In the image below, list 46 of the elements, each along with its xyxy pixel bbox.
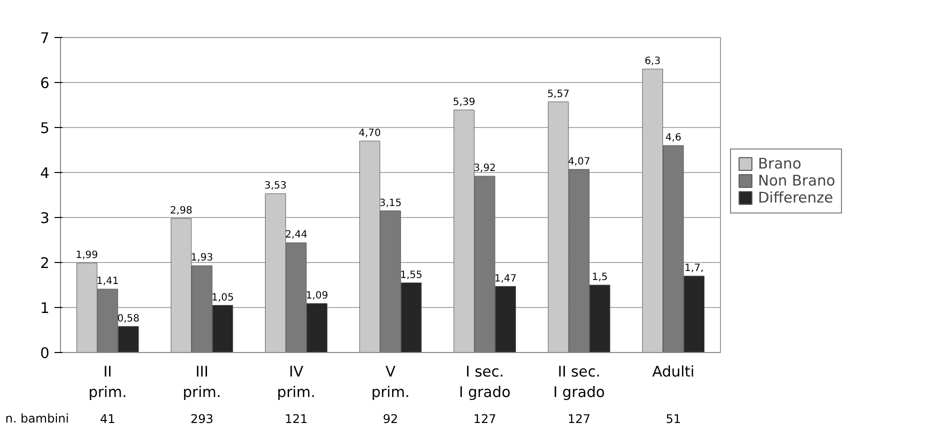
legend-label: Non Brano [758,172,836,190]
data-label: 1,93 [190,252,214,264]
text: 127 [568,412,591,426]
data-label: 1,5 [592,272,608,283]
y-tick-label: 7 [40,30,50,47]
data-label: 3,53 [264,180,287,192]
data-label: 3,15 [379,198,402,209]
data-label: 0,58 [117,313,140,324]
x-tick-label: IV prim. [277,364,316,401]
text: n. bambini [5,412,70,426]
data-label: 1,7, [684,263,704,274]
x-tick-label: III prim. [182,364,222,401]
data-label: 1,41 [96,276,119,288]
x-tick-label: V prim. [371,364,410,401]
x-tick-label: Adulti [652,364,694,380]
y-tick-label: 0 [40,345,50,362]
data-label: 1,55 [400,270,422,281]
x-tick-label: II prim. [88,364,127,401]
data-label: 5,57 [547,88,570,100]
data-label: 4,07 [568,156,590,168]
legend-label: Brano [758,155,802,172]
data-label: 1,05 [212,292,234,304]
text: 293 [190,412,214,426]
x-tick-label: I sec. I grado [459,364,511,401]
data-label: 4,70 [358,128,381,139]
data-label: 1,99 [76,250,98,261]
y-tick-label: 2 [40,255,50,272]
data-label: 6,3 [644,56,661,67]
y-tick-label: 1 [40,300,50,317]
data-label: 1,47 [494,273,517,284]
data-label: 4,6 [665,132,682,144]
x-tick-label: II sec. I grado [553,364,605,401]
y-tick-label: 3 [40,210,50,227]
data-label: 2,98 [170,205,192,216]
text: 121 [284,412,308,426]
text: 92 [382,412,398,426]
y-tick-label: 6 [40,75,50,92]
text: 51 [666,412,682,426]
data-label: 1,09 [306,290,328,302]
text: 41 [100,412,116,426]
legend-label: Differenze [758,189,834,206]
data-label: 2,44 [285,230,308,241]
text: 127 [473,412,496,426]
y-tick-label: 4 [40,165,50,182]
y-tick-label: 5 [40,120,50,137]
data-label: 5,39 [452,96,476,108]
